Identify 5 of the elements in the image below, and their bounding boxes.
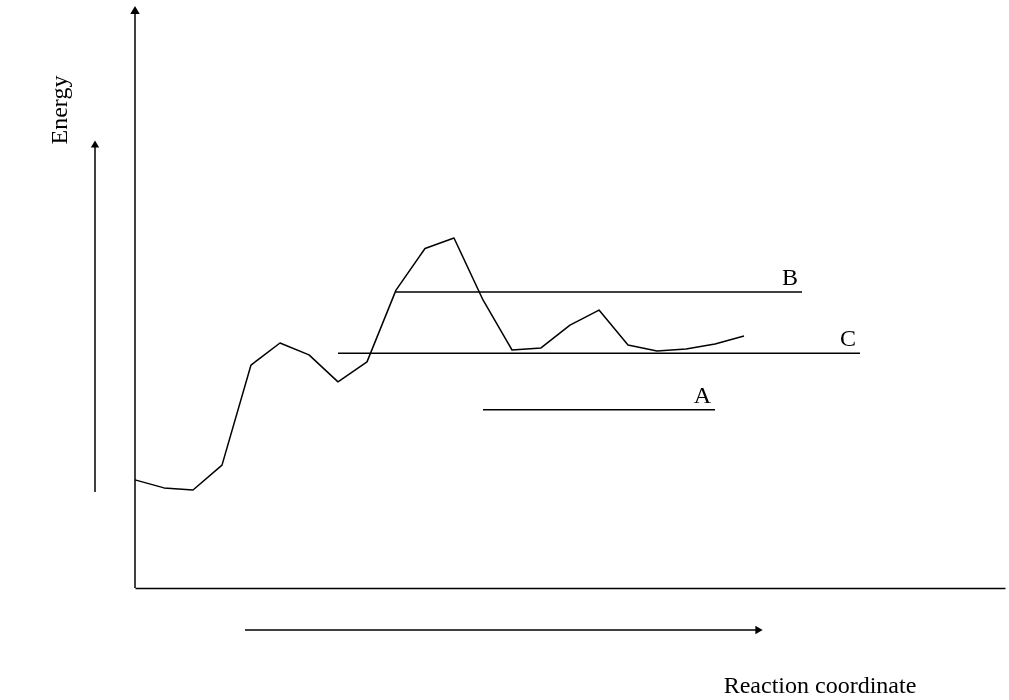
series-label: B (781, 263, 798, 290)
y-axis-title: Energy (46, 75, 72, 145)
series-label: A (693, 381, 712, 408)
series-label: C (839, 325, 856, 352)
x-axis-title: Reaction coordinate (723, 672, 917, 698)
